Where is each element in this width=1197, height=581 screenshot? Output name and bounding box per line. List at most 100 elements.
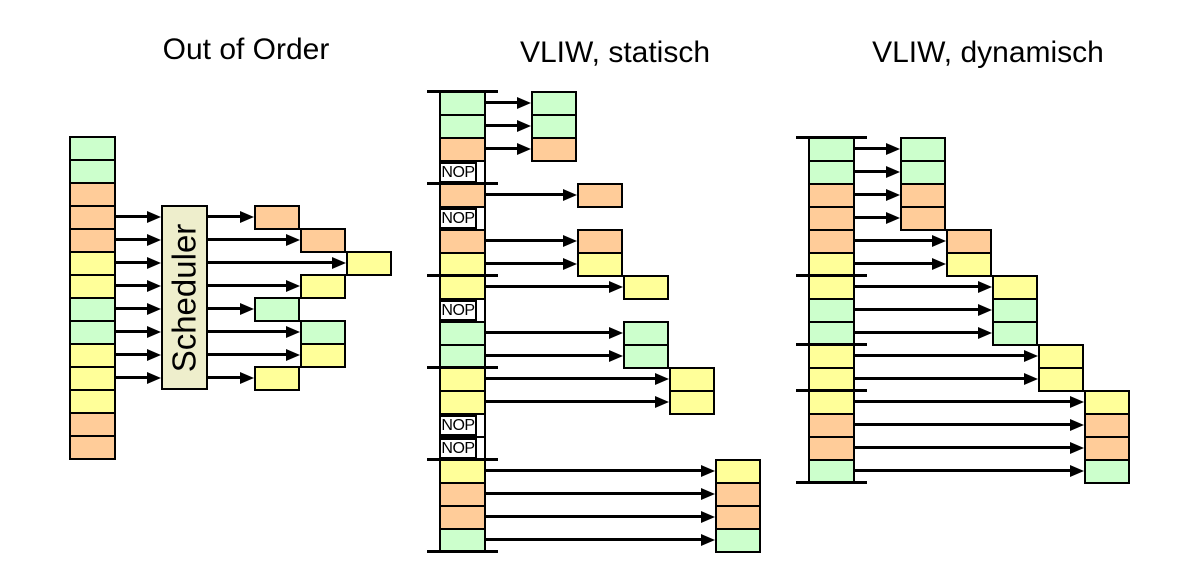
arrow-head-icon (932, 234, 946, 247)
issued-instruction-cell (669, 390, 715, 415)
instruction-cell (69, 136, 116, 161)
arrow-head-icon (147, 256, 161, 269)
arrow-line (855, 400, 1072, 403)
vliw-word-separator (427, 457, 498, 461)
instruction-cell (69, 182, 116, 207)
issued-instruction-cell (1038, 367, 1084, 392)
instruction-cell (808, 275, 855, 300)
section-title-out-of-order: Out of Order (162, 33, 330, 66)
arrow-head-icon (701, 510, 715, 523)
nop-box: NOP (439, 300, 477, 321)
issued-instruction-cell (623, 344, 669, 369)
issued-instruction-cell (946, 252, 992, 277)
arrow-head-icon (1024, 372, 1038, 385)
instruction-cell (439, 505, 486, 530)
vliw-word-separator (796, 273, 867, 277)
arrow-line (208, 330, 288, 333)
issued-instruction-cell (577, 252, 623, 277)
instruction-cell (69, 389, 116, 414)
arrow-line (116, 330, 149, 333)
section-title-vliw-dynamic: VLIW, dynamisch (872, 36, 1104, 69)
arrow-head-icon (886, 142, 900, 155)
issued-instruction-cell (300, 228, 346, 253)
vliw-word-separator (427, 365, 498, 369)
arrow-line (486, 262, 565, 265)
arrow-line (116, 307, 149, 310)
arrow-line (116, 261, 149, 264)
arrow-line (486, 239, 565, 242)
arrow-head-icon (886, 165, 900, 178)
issued-instruction-cell (1038, 344, 1084, 369)
arrow-line (208, 238, 288, 241)
arrow-line (208, 284, 288, 287)
issued-instruction-cell (531, 91, 577, 116)
issued-instruction-cell (254, 205, 300, 230)
issued-instruction-cell (300, 274, 346, 299)
arrow-head-icon (147, 279, 161, 292)
instruction-cell (69, 343, 116, 368)
nop-box: NOP (439, 162, 477, 183)
arrow-line (208, 215, 242, 218)
instruction-cell (439, 482, 486, 507)
arrow-head-icon (1070, 418, 1084, 431)
arrow-line (855, 239, 934, 242)
issued-instruction-cell (715, 528, 761, 553)
scheduler-box: Scheduler (161, 205, 208, 390)
arrow-head-icon (1070, 441, 1084, 454)
issued-instruction-cell (900, 206, 946, 231)
nop-label: NOP (441, 417, 475, 434)
arrow-head-icon (978, 303, 992, 316)
arrow-head-icon (147, 325, 161, 338)
arrow-head-icon (286, 279, 300, 292)
nop-box: NOP (439, 208, 477, 229)
nop-label: NOP (441, 164, 475, 181)
vliw-word-separator (796, 480, 867, 484)
instruction-cell (439, 137, 486, 162)
arrow-head-icon (332, 256, 346, 269)
issued-instruction-cell (715, 505, 761, 530)
issued-instruction-cell (715, 482, 761, 507)
arrow-head-icon (609, 326, 623, 339)
arrow-head-icon (240, 302, 254, 315)
arrow-line (486, 492, 703, 495)
issued-instruction-cell (577, 229, 623, 254)
instruction-cell (69, 205, 116, 230)
instruction-cell (439, 367, 486, 392)
instruction-cell (439, 344, 486, 369)
instruction-cell (69, 435, 116, 460)
instruction-cell (808, 298, 855, 323)
arrow-line (486, 538, 703, 541)
instruction-cell (69, 320, 116, 345)
issued-instruction-cell (992, 298, 1038, 323)
vliw-word-separator (796, 342, 867, 346)
issued-instruction-cell (946, 229, 992, 254)
arrow-line (116, 238, 149, 241)
issued-instruction-cell (577, 183, 623, 208)
arrow-head-icon (655, 395, 669, 408)
arrow-head-icon (701, 487, 715, 500)
issued-instruction-cell (346, 251, 392, 276)
issued-instruction-cell (1084, 390, 1130, 415)
issued-instruction-cell (900, 160, 946, 185)
issued-instruction-cell (900, 183, 946, 208)
vliw-word-separator (427, 89, 498, 93)
instruction-cell (69, 159, 116, 184)
issued-instruction-cell (992, 275, 1038, 300)
issued-instruction-cell (1084, 459, 1130, 484)
arrow-head-icon (701, 464, 715, 477)
issued-instruction-cell (715, 459, 761, 484)
arrow-line (486, 285, 611, 288)
arrow-line (486, 331, 611, 334)
arrow-head-icon (978, 326, 992, 339)
vliw-word-separator (427, 273, 498, 277)
instruction-cell (808, 390, 855, 415)
arrow-line (486, 515, 703, 518)
instruction-cell (439, 459, 486, 484)
arrow-line (486, 400, 657, 403)
instruction-cell (439, 183, 486, 208)
issued-instruction-cell (300, 320, 346, 345)
issued-instruction-cell (900, 137, 946, 162)
issued-instruction-cell (531, 114, 577, 139)
arrow-head-icon (286, 233, 300, 246)
